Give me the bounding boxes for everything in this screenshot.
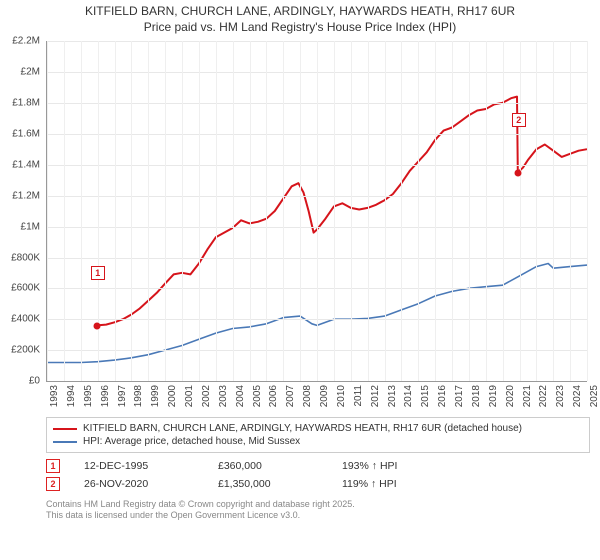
x-axis-label: 2013	[387, 385, 398, 407]
marker-price-1: £360,000	[218, 460, 318, 472]
marker-badge-2: 2	[46, 477, 60, 491]
legend-label-hpi: HPI: Average price, detached house, Mid …	[83, 436, 300, 447]
series-property	[97, 97, 587, 326]
x-axis-label: 2018	[471, 385, 482, 407]
marker-dot-1	[93, 322, 100, 329]
marker-hpi-2: 119% ↑ HPI	[342, 478, 442, 490]
marker-hpi-1: 193% ↑ HPI	[342, 460, 442, 472]
x-axis-label: 2000	[167, 385, 178, 407]
x-axis-label: 1995	[83, 385, 94, 407]
footer-line-2: This data is licensed under the Open Gov…	[46, 510, 590, 521]
legend-swatch-property	[53, 428, 77, 430]
x-axis-label: 2007	[285, 385, 296, 407]
y-axis-label: £600K	[0, 283, 40, 294]
y-axis-label: £1.2M	[0, 190, 40, 201]
x-axis-label: 2004	[235, 385, 246, 407]
x-axis-label: 1993	[49, 385, 60, 407]
x-axis-label: 2020	[505, 385, 516, 407]
x-axis-label: 2019	[488, 385, 499, 407]
y-axis-label: £400K	[0, 314, 40, 325]
x-axis-label: 2023	[555, 385, 566, 407]
marker-table: 1 12-DEC-1995 £360,000 193% ↑ HPI 2 26-N…	[46, 457, 590, 493]
legend: KITFIELD BARN, CHURCH LANE, ARDINGLY, HA…	[46, 417, 590, 453]
marker-row-2: 2 26-NOV-2020 £1,350,000 119% ↑ HPI	[46, 475, 590, 493]
y-axis-label: £0	[0, 376, 40, 387]
chart-title: KITFIELD BARN, CHURCH LANE, ARDINGLY, HA…	[0, 0, 600, 35]
footer-line-1: Contains HM Land Registry data © Crown c…	[46, 499, 590, 510]
title-line-2: Price paid vs. HM Land Registry's House …	[0, 20, 600, 36]
y-axis-label: £1M	[0, 221, 40, 232]
x-axis-label: 1994	[66, 385, 77, 407]
y-axis-label: £2.2M	[0, 36, 40, 47]
x-axis-label: 1998	[133, 385, 144, 407]
legend-item-property: KITFIELD BARN, CHURCH LANE, ARDINGLY, HA…	[53, 422, 583, 435]
y-axis-label: £1.4M	[0, 159, 40, 170]
marker-date-2: 26-NOV-2020	[84, 478, 194, 490]
x-axis-label: 2025	[589, 385, 600, 407]
y-axis-label: £200K	[0, 345, 40, 356]
marker-dot-2	[514, 169, 521, 176]
plot-region: 12	[46, 41, 587, 382]
y-axis-label: £1.8M	[0, 98, 40, 109]
x-axis-label: 2008	[302, 385, 313, 407]
x-axis-label: 1999	[150, 385, 161, 407]
x-axis-label: 2012	[370, 385, 381, 407]
x-axis-label: 2011	[353, 385, 364, 407]
x-axis-label: 2001	[184, 385, 195, 407]
x-axis-label: 2016	[437, 385, 448, 407]
x-axis-label: 2010	[336, 385, 347, 407]
marker-date-1: 12-DEC-1995	[84, 460, 194, 472]
marker-badge-1: 1	[46, 459, 60, 473]
x-axis-label: 2021	[522, 385, 533, 407]
x-axis-label: 1996	[100, 385, 111, 407]
x-axis-label: 2009	[319, 385, 330, 407]
marker-box-1: 1	[91, 266, 105, 280]
legend-label-property: KITFIELD BARN, CHURCH LANE, ARDINGLY, HA…	[83, 423, 522, 434]
marker-box-2: 2	[512, 113, 526, 127]
x-axis-label: 2024	[572, 385, 583, 407]
chart-area: 12 £0£200K£400K£600K£800K£1M£1.2M£1.4M£1…	[46, 41, 586, 411]
x-axis-label: 2014	[403, 385, 414, 407]
y-axis-label: £800K	[0, 252, 40, 263]
legend-item-hpi: HPI: Average price, detached house, Mid …	[53, 435, 583, 448]
y-axis-label: £2M	[0, 67, 40, 78]
marker-price-2: £1,350,000	[218, 478, 318, 490]
marker-row-1: 1 12-DEC-1995 £360,000 193% ↑ HPI	[46, 457, 590, 475]
x-axis-label: 2017	[454, 385, 465, 407]
title-line-1: KITFIELD BARN, CHURCH LANE, ARDINGLY, HA…	[0, 4, 600, 20]
x-axis-label: 2006	[268, 385, 279, 407]
x-axis-label: 2022	[538, 385, 549, 407]
x-axis-label: 2002	[201, 385, 212, 407]
x-axis-label: 2003	[218, 385, 229, 407]
x-axis-label: 1997	[117, 385, 128, 407]
x-axis-label: 2005	[252, 385, 263, 407]
footer: Contains HM Land Registry data © Crown c…	[46, 499, 590, 522]
x-axis-label: 2015	[420, 385, 431, 407]
legend-swatch-hpi	[53, 441, 77, 443]
y-axis-label: £1.6M	[0, 128, 40, 139]
